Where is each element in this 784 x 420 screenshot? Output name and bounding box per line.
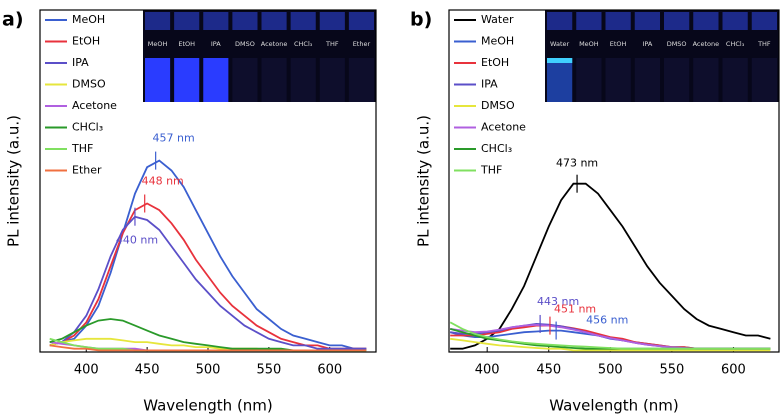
inset-label: DMSO xyxy=(235,40,255,48)
vial-cap xyxy=(290,12,316,30)
legend-label: CHCl₃ xyxy=(481,142,512,155)
vial xyxy=(634,58,660,102)
inset-label: Water xyxy=(550,40,570,48)
x-tick-label: 500 xyxy=(196,363,221,378)
vial-cap xyxy=(232,12,258,30)
inset-label: Acetone xyxy=(261,40,288,48)
legend-label: DMSO xyxy=(481,99,515,112)
vial xyxy=(232,58,258,102)
vial-cap xyxy=(605,12,631,30)
series-line xyxy=(450,182,771,350)
vial-glow xyxy=(547,58,573,63)
series-line xyxy=(49,202,367,350)
peak-label: 457 nm xyxy=(153,132,195,145)
legend-label: IPA xyxy=(481,78,498,91)
inset-label: DMSO xyxy=(667,40,687,48)
series-line xyxy=(450,337,771,352)
vial xyxy=(261,58,287,102)
series-line xyxy=(449,321,771,350)
legend-label: CHCl₃ xyxy=(72,121,103,134)
legend-label: EtOH xyxy=(72,35,100,48)
series-line xyxy=(49,159,367,350)
vial xyxy=(547,58,573,102)
panel-label: b) xyxy=(410,9,432,31)
vial-cap xyxy=(576,12,602,30)
inset-label: MeOH xyxy=(148,40,168,48)
legend-label: THF xyxy=(480,164,502,177)
legend-label: Ether xyxy=(72,164,102,177)
vial-cap xyxy=(203,12,229,30)
inset-label: MeOH xyxy=(579,40,599,48)
x-tick-label: 400 xyxy=(74,363,99,378)
inset-label: CHCl₃ xyxy=(294,40,313,48)
x-tick-label: 550 xyxy=(659,363,684,378)
legend-label: DMSO xyxy=(72,78,106,91)
legend-label: THF xyxy=(71,142,93,155)
y-axis-title: PL intensity (a.u.) xyxy=(5,115,23,247)
peak-label: 440 nm xyxy=(116,234,158,247)
vial xyxy=(174,58,200,102)
vial xyxy=(348,58,374,102)
x-axis-title: Wavelength (nm) xyxy=(143,397,273,415)
x-tick-label: 400 xyxy=(475,363,500,378)
x-axis-title: Wavelength (nm) xyxy=(549,397,679,415)
vial-cap xyxy=(693,12,719,30)
vial xyxy=(664,58,690,102)
vial-cap xyxy=(145,12,171,30)
vial-cap xyxy=(751,12,777,30)
x-tick-label: 600 xyxy=(317,363,342,378)
inset-label: EtOH xyxy=(610,40,627,48)
inset-label: Acetone xyxy=(693,40,720,48)
plot-area xyxy=(449,182,771,352)
x-tick-label: 550 xyxy=(256,363,281,378)
x-tick-label: 450 xyxy=(135,363,160,378)
series-line xyxy=(49,215,367,350)
inset-label: CHCl₃ xyxy=(726,40,745,48)
vial xyxy=(319,58,345,102)
vial-cap xyxy=(319,12,345,30)
vial xyxy=(290,58,316,102)
inset-label: IPA xyxy=(211,40,221,48)
legend-label: Acetone xyxy=(481,121,526,134)
vial-cap xyxy=(348,12,374,30)
vial-cap xyxy=(261,12,287,30)
peak-label: 448 nm xyxy=(142,175,184,188)
vial xyxy=(576,58,602,102)
vial-cap xyxy=(664,12,690,30)
peak-label: 456 nm xyxy=(586,314,628,327)
panel-label: a) xyxy=(2,9,24,31)
legend-label: IPA xyxy=(72,56,89,69)
x-tick-label: 600 xyxy=(721,363,746,378)
vial-cap xyxy=(547,12,573,30)
vial xyxy=(605,58,631,102)
vial xyxy=(693,58,719,102)
vial-cap xyxy=(722,12,748,30)
legend-label: Acetone xyxy=(72,99,117,112)
vial xyxy=(722,58,748,102)
plot-area xyxy=(49,159,367,352)
inset-label: THF xyxy=(325,40,339,48)
inset-label: IPA xyxy=(642,40,652,48)
legend-label: MeOH xyxy=(72,13,105,26)
vial xyxy=(751,58,777,102)
legend-label: Water xyxy=(481,13,514,26)
inset-label: EtOH xyxy=(178,40,195,48)
inset-label: THF xyxy=(757,40,771,48)
vial xyxy=(145,58,171,102)
vial-cap xyxy=(174,12,200,30)
peak-label: 473 nm xyxy=(556,157,598,170)
plot-frame xyxy=(448,9,780,353)
peak-label: 451 nm xyxy=(554,303,596,316)
series-line xyxy=(49,344,367,352)
x-tick-label: 450 xyxy=(536,363,561,378)
peak-label: 443 nm xyxy=(537,295,579,308)
x-tick-label: 500 xyxy=(598,363,623,378)
vial xyxy=(203,58,229,102)
y-axis-title: PL intensity (a.u.) xyxy=(415,115,433,247)
legend-label: EtOH xyxy=(481,56,509,69)
inset-label: Ether xyxy=(353,40,371,48)
legend-label: MeOH xyxy=(481,35,514,48)
vial-cap xyxy=(634,12,660,30)
